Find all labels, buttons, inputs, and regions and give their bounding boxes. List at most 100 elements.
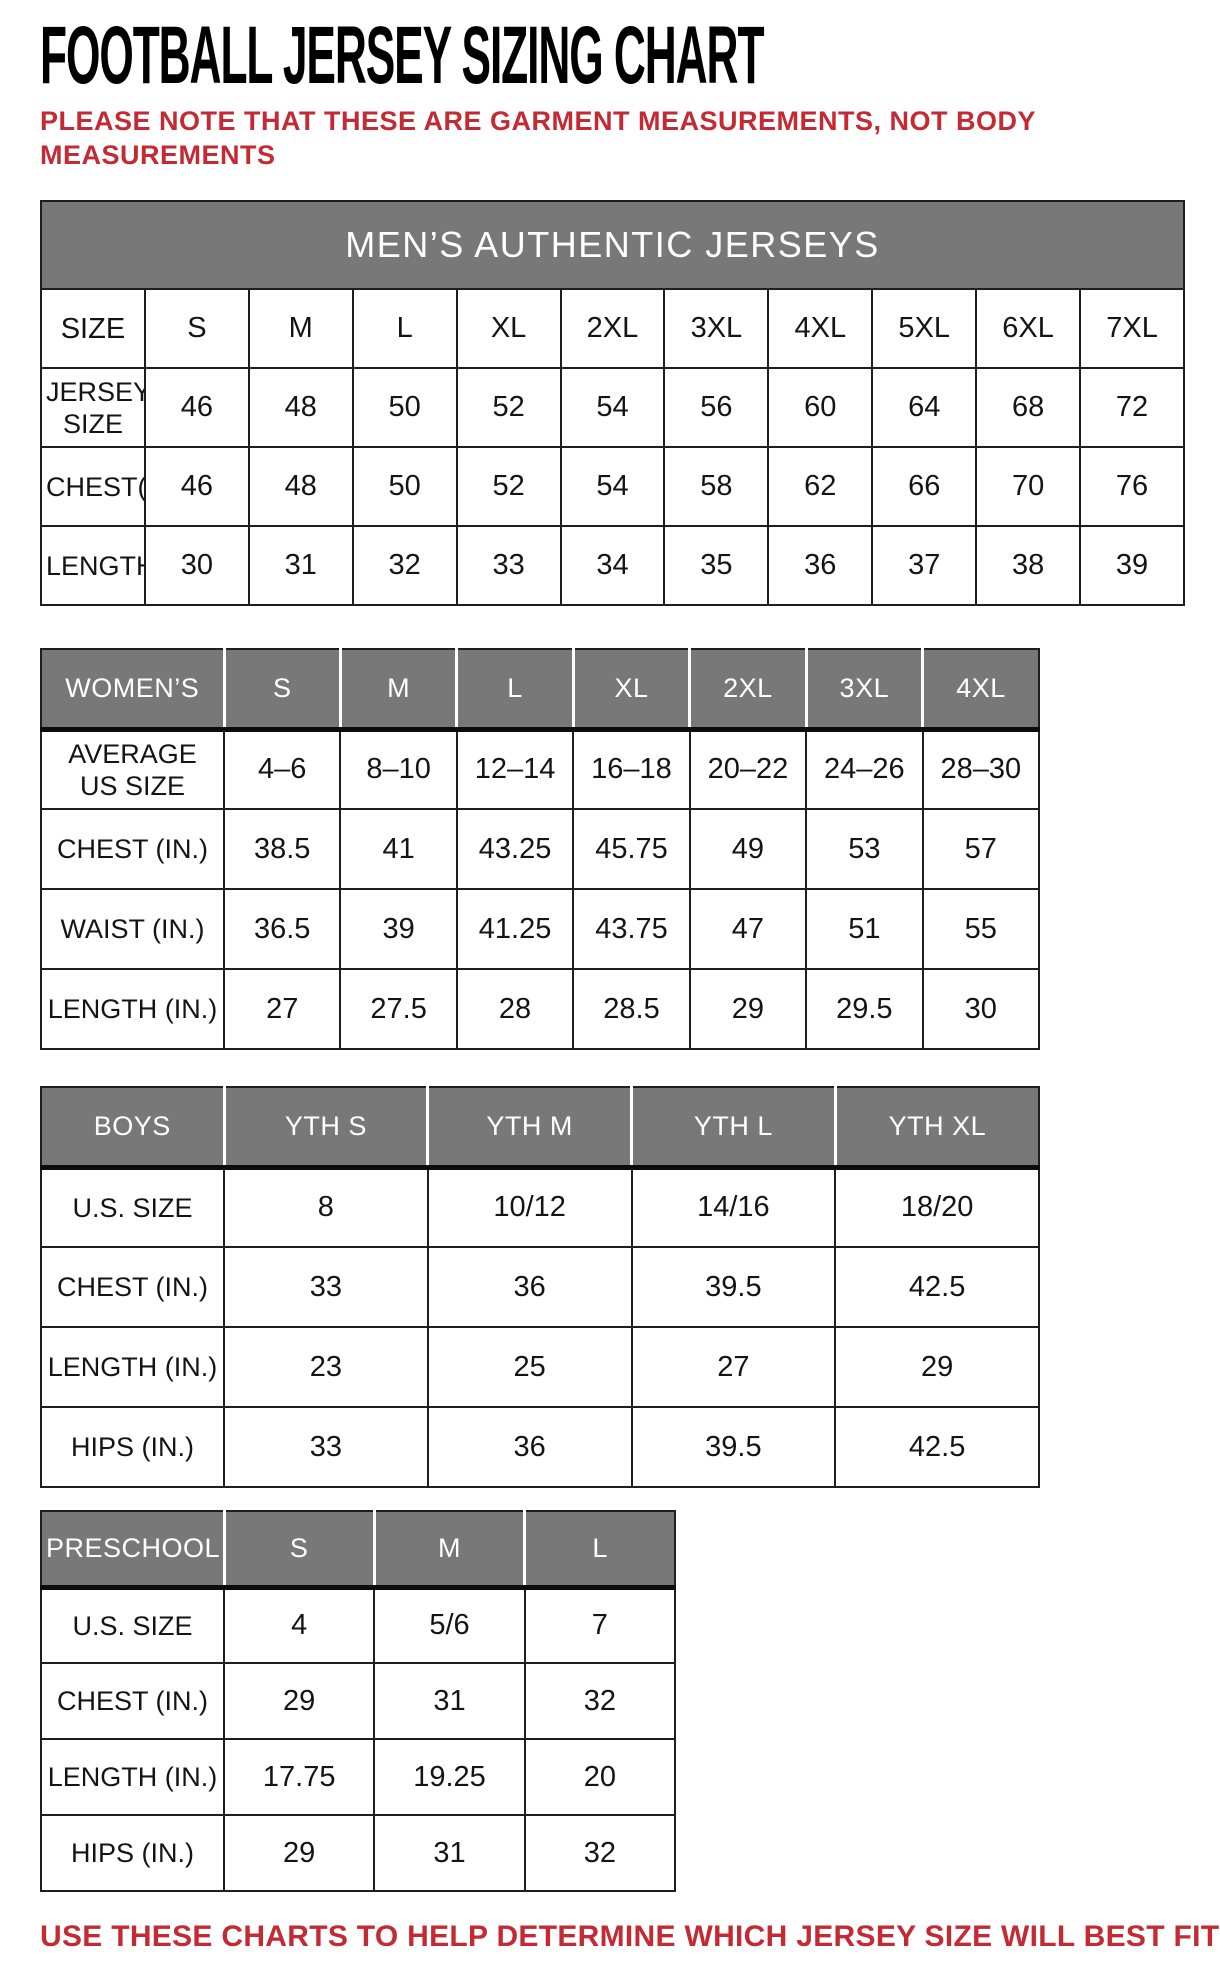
cell: 8–10 bbox=[339, 728, 458, 810]
row-label: CHEST (IN.) bbox=[40, 1662, 225, 1740]
table-row: U.S. SIZE 4 5/6 7 bbox=[40, 1586, 677, 1664]
cell: 49 bbox=[688, 808, 808, 890]
column-header: XL bbox=[571, 648, 692, 732]
cell: 38 bbox=[975, 525, 1082, 606]
tables-host: MEN’S AUTHENTIC JERSEYS SIZE S M L XL 2XL 3XL 4X… bbox=[40, 200, 1220, 1892]
table-row: LENGTH (IN.) 17.75 19.25 20 bbox=[40, 1738, 677, 1816]
preschool-sizing-table: PRESCHOOL S M L U.S. SIZE 4 5/6 7 CHEST (IN.) 29 3… bbox=[40, 1510, 677, 1892]
column-header: WOMEN’S bbox=[40, 648, 226, 732]
table-row: JERSEY SIZE 46 48 50 52 54 56 60 64 68 72 bbox=[40, 367, 1185, 448]
column-header: BOYS bbox=[40, 1086, 226, 1170]
row-label: LENGTH(IN.) bbox=[40, 525, 146, 606]
column-header: M bbox=[247, 288, 354, 369]
cell: 16–18 bbox=[572, 728, 691, 810]
cell: 48 bbox=[247, 367, 354, 448]
row-label: AVERAGE US SIZE bbox=[40, 728, 225, 810]
cell: 39 bbox=[1079, 525, 1185, 606]
boys-sizing-table: BOYS YTH S YTH M YTH L YTH XL U.S. SIZE 8 10/12… bbox=[40, 1086, 1040, 1488]
cell: 4 bbox=[222, 1586, 376, 1664]
cell: 47 bbox=[688, 888, 808, 970]
cell: 53 bbox=[805, 808, 924, 890]
column-header: 6XL bbox=[975, 288, 1082, 369]
cell: 72 bbox=[1079, 367, 1185, 448]
row-label: LENGTH (IN.) bbox=[40, 1738, 225, 1816]
cell: 29 bbox=[688, 968, 808, 1050]
column-header: S bbox=[143, 288, 250, 369]
cell: 45.75 bbox=[572, 808, 691, 890]
cell: 12–14 bbox=[455, 728, 575, 810]
cell: 35 bbox=[663, 525, 770, 606]
cell: 7 bbox=[523, 1586, 677, 1664]
column-header: 2XL bbox=[688, 648, 808, 732]
cell: 25 bbox=[426, 1326, 633, 1408]
cell: 54 bbox=[559, 367, 666, 448]
table-row: LENGTH (IN.) 23 25 27 29 bbox=[40, 1326, 1040, 1408]
cell: 28–30 bbox=[921, 728, 1041, 810]
table-row: AVERAGE US SIZE 4–6 8–10 12–14 16–18 20–22 24–… bbox=[40, 728, 1041, 810]
column-header: PRESCHOOL bbox=[40, 1510, 226, 1590]
cell: 29 bbox=[834, 1326, 1040, 1408]
cell: 4–6 bbox=[222, 728, 342, 810]
cell: 33 bbox=[223, 1406, 429, 1488]
cell: 23 bbox=[223, 1326, 429, 1408]
mens-sizing-table: MEN’S AUTHENTIC JERSEYS SIZE S M L XL 2XL 3XL 4X… bbox=[40, 200, 1185, 606]
cell: 48 bbox=[247, 446, 354, 527]
cell: 31 bbox=[373, 1814, 526, 1892]
page-title: FOOTBALL JERSEY SIZING CHART bbox=[40, 15, 1220, 97]
table-band-row: MEN’S AUTHENTIC JERSEYS bbox=[40, 200, 1185, 290]
cell: 33 bbox=[455, 525, 562, 606]
cell: 60 bbox=[767, 367, 874, 448]
row-label: CHEST (IN.) bbox=[40, 1246, 225, 1328]
cell: 56 bbox=[663, 367, 770, 448]
column-header: L bbox=[351, 288, 458, 369]
row-label: LENGTH (IN.) bbox=[40, 1326, 225, 1408]
cell: 43.25 bbox=[455, 808, 575, 890]
cell: 68 bbox=[975, 367, 1082, 448]
cell: 62 bbox=[767, 446, 874, 527]
table-header-row: WOMEN’S S M L XL 2XL 3XL 4XL bbox=[40, 648, 1041, 732]
row-label: LENGTH (IN.) bbox=[40, 968, 225, 1050]
cell: 42.5 bbox=[834, 1246, 1040, 1328]
cell: 51 bbox=[805, 888, 924, 970]
cell: 52 bbox=[455, 367, 562, 448]
cell: 31 bbox=[247, 525, 354, 606]
cell: 28.5 bbox=[572, 968, 691, 1050]
cell: 27 bbox=[222, 968, 342, 1050]
cell: 39.5 bbox=[630, 1406, 837, 1488]
cell: 27 bbox=[630, 1326, 837, 1408]
cell: 52 bbox=[455, 446, 562, 527]
column-header: L bbox=[455, 648, 575, 732]
column-header: 7XL bbox=[1079, 288, 1185, 369]
column-header: SIZE bbox=[40, 288, 146, 369]
cell: 38.5 bbox=[222, 808, 342, 890]
table-row: CHEST (IN.) 29 31 32 bbox=[40, 1662, 677, 1740]
cell: 30 bbox=[921, 968, 1041, 1050]
cell: 39 bbox=[339, 888, 458, 970]
cell: 36 bbox=[426, 1406, 633, 1488]
cell: 32 bbox=[351, 525, 458, 606]
cell: 50 bbox=[351, 446, 458, 527]
table-header-row: PRESCHOOL S M L bbox=[40, 1510, 677, 1590]
cell: 36 bbox=[426, 1246, 633, 1328]
cell: 46 bbox=[143, 367, 250, 448]
cell: 41.25 bbox=[455, 888, 575, 970]
cell: 27.5 bbox=[339, 968, 458, 1050]
table-row: U.S. SIZE 8 10/12 14/16 18/20 bbox=[40, 1166, 1040, 1248]
row-label: WAIST (IN.) bbox=[40, 888, 225, 970]
cell: 55 bbox=[921, 888, 1041, 970]
cell: 46 bbox=[143, 446, 250, 527]
cell: 8 bbox=[223, 1166, 429, 1248]
womens-sizing-table: WOMEN’S S M L XL 2XL 3XL 4XL AVERAGE US SIZE 4–6 8… bbox=[40, 648, 1041, 1050]
cell: 37 bbox=[871, 525, 978, 606]
column-header: M bbox=[372, 1510, 527, 1590]
table-row: HIPS (IN.) 33 36 39.5 42.5 bbox=[40, 1406, 1040, 1488]
cell: 29 bbox=[222, 1814, 376, 1892]
column-header: YTH XL bbox=[833, 1086, 1040, 1170]
cell: 66 bbox=[871, 446, 978, 527]
row-label: U.S. SIZE bbox=[40, 1586, 225, 1664]
column-header: YTH L bbox=[630, 1086, 837, 1170]
cell: 14/16 bbox=[630, 1166, 837, 1248]
cell: 32 bbox=[523, 1814, 677, 1892]
table-row: LENGTH (IN.) 27 27.5 28 28.5 29 29.5 30 bbox=[40, 968, 1041, 1050]
